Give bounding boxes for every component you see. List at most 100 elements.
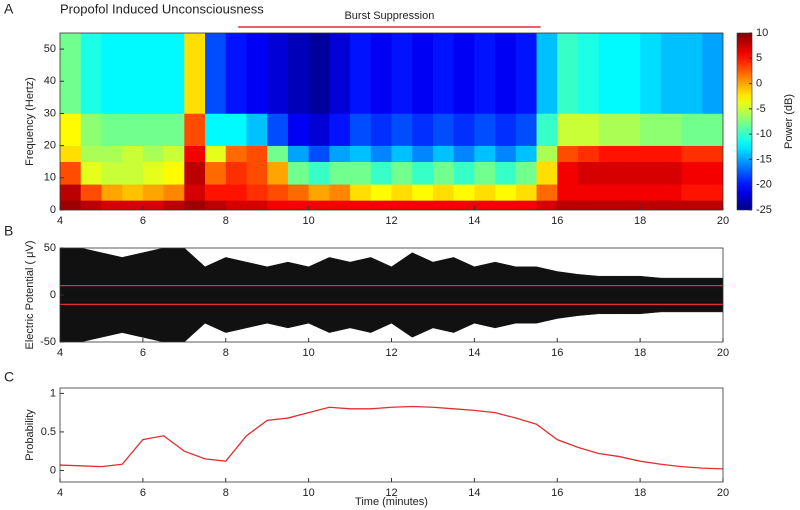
heat-cell [660, 33, 683, 114]
heat-cell [60, 113, 82, 146]
x-tick-label: 10 [303, 215, 315, 227]
colorbar-tick-label: -10 [756, 128, 772, 140]
colorbar-tick-label: -20 [756, 179, 772, 191]
heat-cell [660, 145, 683, 163]
heat-cell [598, 184, 621, 201]
x-tick-label: 18 [634, 487, 646, 499]
heat-cell [453, 184, 475, 201]
heat-cell [80, 200, 103, 210]
heat-cell [308, 33, 330, 114]
heat-cell [598, 200, 621, 210]
heat-cell [329, 161, 351, 185]
heat-cell [681, 33, 703, 114]
heat-cell [184, 161, 206, 185]
heat-cell [60, 145, 82, 163]
heat-cell [287, 33, 310, 114]
heat-cell [598, 145, 621, 163]
heat-cell [432, 33, 455, 114]
heat-cell [557, 145, 579, 163]
heat-cell [329, 145, 351, 163]
colorbar-label: Power (dB) [783, 94, 795, 149]
heat-cell [660, 184, 683, 201]
heat-cell [536, 145, 558, 163]
heat-cell [101, 145, 123, 163]
heat-cell [370, 200, 393, 210]
x-tick-label: 12 [385, 487, 397, 499]
x-tick-label: 6 [140, 347, 146, 359]
heat-cell [80, 184, 103, 201]
x-tick-label: 20 [717, 347, 729, 359]
heat-cell [640, 33, 662, 114]
heat-cell [495, 113, 517, 146]
heat-cell [329, 200, 351, 210]
heat-cell [246, 161, 268, 185]
heat-cell [80, 33, 103, 114]
heat-cell [453, 33, 475, 114]
heat-cell [536, 200, 558, 210]
heat-cell [619, 113, 641, 146]
probability-line [60, 405, 723, 470]
heat-cell [122, 161, 144, 185]
x-tick-label: 18 [634, 215, 646, 227]
heat-cell [308, 145, 330, 163]
heat-cell [557, 161, 579, 185]
heat-cell [205, 113, 227, 146]
heat-cell [122, 113, 144, 146]
heat-cell [495, 161, 517, 185]
heat-cell [101, 200, 123, 210]
y-axis-label: Frequency (Hertz) [24, 77, 36, 166]
heat-cell [246, 145, 268, 163]
heat-cell [412, 161, 434, 185]
heat-cell [60, 184, 82, 201]
heat-cell [557, 200, 579, 210]
y-axis-label: Probability [24, 409, 36, 461]
heat-cell [184, 200, 206, 210]
heat-cell [598, 113, 621, 146]
heat-cell [142, 200, 165, 210]
heat-cell [515, 161, 538, 185]
heat-cell [536, 113, 558, 146]
x-tick-label: 6 [140, 487, 146, 499]
heat-cell [308, 200, 330, 210]
heat-cell [329, 184, 351, 201]
x-tick-label: 12 [385, 347, 397, 359]
y-tick-label: 0 [50, 464, 56, 476]
heat-cell [142, 113, 165, 146]
heat-cell [557, 184, 579, 201]
heat-cell [702, 113, 723, 146]
heat-cell [577, 184, 600, 201]
heat-cell [432, 200, 455, 210]
heat-cell [287, 113, 310, 146]
heat-cell [308, 184, 330, 201]
heat-cell [412, 113, 434, 146]
heat-cell [495, 33, 517, 114]
heat-cell [453, 113, 475, 146]
plot-area [60, 405, 723, 470]
heat-cell [80, 113, 103, 146]
heat-cell [702, 145, 723, 163]
panel-label: B [4, 223, 13, 239]
x-tick-label: 10 [303, 487, 315, 499]
heat-cell [702, 161, 723, 185]
heat-cell [205, 184, 227, 201]
heat-cell [660, 113, 683, 146]
heat-cell [101, 184, 123, 201]
x-tick-label: 8 [223, 487, 229, 499]
heat-cell [536, 184, 558, 201]
plot-area [60, 248, 723, 342]
x-axis-label: Time (minutes) [355, 496, 428, 508]
heat-cell [640, 200, 662, 210]
heat-cell [681, 184, 703, 201]
heat-cell [412, 200, 434, 210]
heat-cell [495, 184, 517, 201]
heat-cell [267, 33, 289, 114]
heat-cell [101, 113, 123, 146]
heat-cell [702, 184, 723, 201]
signal-envelope [60, 294, 723, 342]
heat-cell [412, 145, 434, 163]
colorbar-tick-label: 5 [756, 52, 762, 64]
heat-cell [432, 184, 455, 201]
heat-cell [577, 113, 600, 146]
y-tick-label: 10 [44, 172, 56, 184]
heat-cell [557, 33, 579, 114]
